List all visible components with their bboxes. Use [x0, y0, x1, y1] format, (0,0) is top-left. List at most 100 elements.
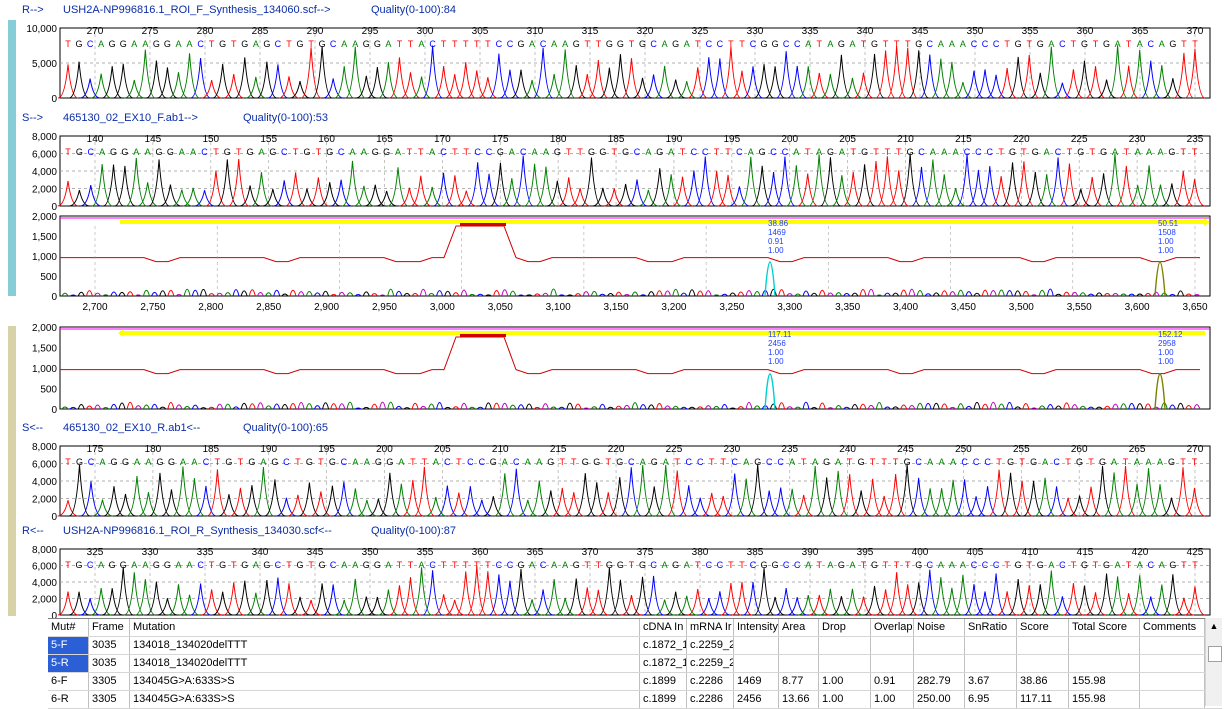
trace-peak — [588, 589, 609, 616]
noise-peak — [1063, 402, 1071, 410]
table-row[interactable]: 6-R 3305 134045G>A:633S>S c.1899 c.2286 … — [48, 691, 1222, 709]
header-cdna[interactable]: cDNA In — [640, 619, 687, 636]
noise-peak — [1103, 405, 1111, 410]
noise-peak — [932, 292, 940, 297]
base-call-label: A — [253, 560, 259, 570]
noise-peak — [289, 289, 297, 297]
cell-mutation: 134018_134020delTTT — [130, 655, 640, 672]
base-call-label: G — [904, 457, 911, 467]
trace-peak — [201, 589, 222, 616]
base-call-label: A — [1044, 147, 1050, 157]
diff-line — [60, 225, 1200, 263]
header-mut[interactable]: Mut# — [48, 619, 89, 636]
base-call-label: C — [993, 560, 1000, 570]
base-call-label: A — [960, 560, 966, 570]
trace-peak — [842, 77, 863, 99]
mutation-marker-label: 117.11 — [768, 330, 792, 339]
base-call-label: T — [1026, 560, 1032, 570]
reverse-group-bar — [8, 326, 16, 616]
trace-peak — [555, 49, 576, 99]
base-call-label: C — [1059, 39, 1066, 49]
base-call-label: G — [76, 147, 83, 157]
trace-peak — [665, 591, 686, 616]
noise-peak — [85, 290, 93, 297]
trace-peak — [389, 585, 410, 616]
trace-peak — [588, 60, 609, 99]
x-tick-label: 350 — [362, 547, 379, 558]
base-call-label: T — [65, 39, 71, 49]
table-scrollbar[interactable]: ▲ — [1205, 618, 1222, 706]
scroll-thumb[interactable] — [1208, 646, 1222, 662]
base-call-label: G — [823, 457, 830, 467]
trace-peak — [69, 189, 90, 207]
header-snratio[interactable]: SnRatio — [965, 619, 1017, 636]
mutation-marker-label: 2958 — [1158, 339, 1176, 348]
header-total-score[interactable]: Total Score — [1069, 619, 1140, 636]
trace-peak — [1118, 593, 1139, 616]
noise-peak — [655, 402, 663, 410]
trace-peak — [115, 493, 136, 517]
cell-intensity: 2456 — [734, 691, 779, 708]
header-score[interactable]: Score — [1017, 619, 1069, 636]
header-intensity[interactable]: Intensity — [734, 619, 779, 636]
trace-peak — [886, 572, 907, 616]
trace-peak — [1034, 477, 1056, 517]
header-overlap[interactable]: Overlap — [871, 619, 914, 636]
noise-peak — [916, 289, 924, 297]
header-area[interactable]: Area — [779, 619, 819, 636]
chromatogram-canvas[interactable]: 10,000 5,000 0 270 275 280 285 290 295 300 305 310 3… — [0, 0, 1225, 618]
header-mutation[interactable]: Mutation — [130, 619, 640, 636]
header-drop[interactable]: Drop — [819, 619, 871, 636]
base-call-label: G — [871, 39, 878, 49]
trace-peak — [1023, 480, 1045, 517]
cell-snratio — [965, 637, 1017, 654]
base-call-label: G — [827, 147, 834, 157]
noise-peak — [191, 404, 199, 410]
noise-peak — [289, 402, 297, 410]
x-tick-label: 2,900 — [314, 302, 339, 313]
noise-peak — [558, 294, 566, 297]
x-tick-label: 160 — [318, 134, 335, 145]
base-call-label: A — [1146, 147, 1152, 157]
base-call-label: T — [905, 39, 911, 49]
cell-frame: 3305 — [89, 691, 130, 708]
header-comments[interactable]: Comments — [1140, 619, 1205, 636]
table-row[interactable]: 6-F 3305 134045G>A:633S>S c.1899 c.2286 … — [48, 673, 1222, 691]
base-call-label: G — [1168, 147, 1175, 157]
trace-peak — [114, 165, 136, 207]
y-tick-label: 5,000 — [32, 59, 57, 70]
y-tick-label: 500 — [40, 272, 57, 283]
base-call-label: A — [684, 560, 690, 570]
base-call-label: G — [1007, 457, 1014, 467]
trace-peak — [599, 67, 620, 99]
x-tick-label: 215 — [955, 134, 972, 145]
base-call-label: A — [950, 457, 956, 467]
base-call-label: T — [714, 147, 720, 157]
base-call-label: C — [770, 147, 777, 157]
base-call-label: A — [551, 39, 557, 49]
table-row[interactable]: 5-R 3035 134018_134020delTTT c.1872_1 c.… — [48, 655, 1222, 673]
mutation-marker-label: 1.00 — [768, 348, 784, 357]
base-call-label: A — [395, 147, 401, 157]
noise-peak — [680, 292, 688, 297]
cell-score: 117.11 — [1017, 691, 1069, 708]
base-call-label: C — [330, 39, 337, 49]
mutation-table[interactable]: Mut# Frame Mutation cDNA In mRNA Ir Inte… — [48, 618, 1222, 709]
trace-peak — [632, 576, 653, 616]
scroll-up-icon[interactable]: ▲ — [1209, 621, 1219, 631]
trace-peak — [753, 64, 775, 99]
trace-peak — [319, 182, 341, 207]
base-call-label: T — [996, 457, 1002, 467]
noise-peak — [240, 290, 248, 297]
x-tick-label: 275 — [142, 26, 159, 37]
trace-peak — [300, 47, 322, 99]
noise-peak — [680, 406, 688, 410]
header-frame[interactable]: Frame — [89, 619, 130, 636]
trace-peak — [544, 73, 565, 99]
table-row[interactable]: 5-F 3035 134018_134020delTTT c.1872_1 c.… — [48, 637, 1222, 655]
trace-peak — [490, 162, 511, 207]
trace-peak — [798, 595, 819, 616]
header-noise[interactable]: Noise — [914, 619, 965, 636]
noise-peak — [664, 405, 672, 410]
header-mrna[interactable]: mRNA Ir — [687, 619, 734, 636]
